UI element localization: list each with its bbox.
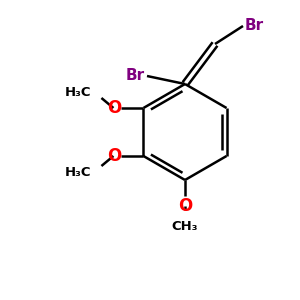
Text: O: O	[178, 197, 192, 215]
Text: Br: Br	[245, 17, 264, 32]
Text: O: O	[107, 147, 122, 165]
Text: H₃C: H₃C	[65, 166, 92, 178]
Text: Br: Br	[126, 68, 145, 82]
Text: CH₃: CH₃	[172, 220, 198, 233]
Text: O: O	[107, 99, 122, 117]
Text: H₃C: H₃C	[65, 85, 92, 98]
